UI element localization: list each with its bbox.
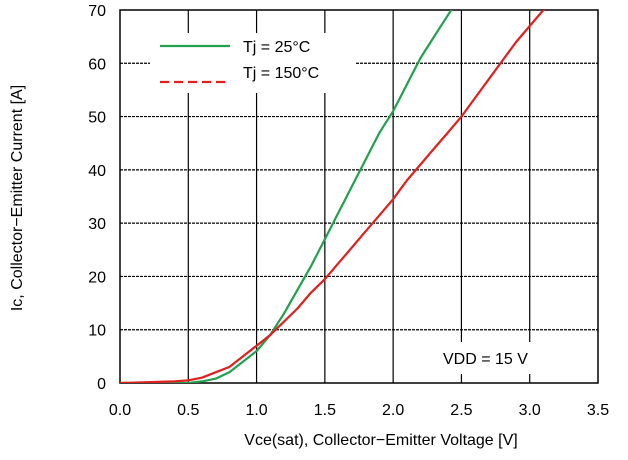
y-tick-label: 10	[88, 323, 106, 340]
y-axis-label: Ic, Collector−Emitter Current [A]	[9, 85, 26, 311]
y-tick-label: 40	[88, 163, 106, 180]
annotation-background	[432, 342, 560, 374]
legend-label-tj25: Tj = 25°C	[243, 39, 310, 56]
y-tick-labels: 0 10 20 30 40 50 60 70	[88, 3, 106, 393]
x-tick-label: 3.0	[519, 402, 541, 419]
legend-label-tj150: Tj = 150°C	[243, 65, 319, 82]
x-tick-label: 2.0	[382, 402, 404, 419]
y-tick-label: 50	[88, 110, 106, 127]
series-line-0	[120, 10, 453, 383]
x-tick-label: 0.5	[177, 402, 199, 419]
y-tick-label: 60	[88, 56, 106, 73]
x-axis-label: Vce(sat), Collector−Emitter Voltage [V]	[244, 432, 517, 449]
x-tick-labels: 0.0 0.5 1.0 1.5 2.0 2.5 3.0 3.5	[109, 402, 609, 419]
y-tick-label: 0	[97, 376, 106, 393]
x-tick-label: 2.5	[450, 402, 472, 419]
plot-frame	[119, 9, 599, 384]
annotation: VDD = 15 V	[432, 342, 560, 374]
legend-background	[150, 33, 355, 93]
legend: Tj = 25°C Tj = 150°C	[150, 33, 355, 93]
x-tick-label: 0.0	[109, 402, 131, 419]
x-tick-label: 1.5	[314, 402, 336, 419]
series-line-1	[120, 10, 546, 383]
y-tick-label: 20	[88, 269, 106, 286]
annotation-text: VDD = 15 V	[443, 351, 528, 368]
series-layer	[120, 10, 546, 383]
x-tick-label: 1.0	[245, 402, 267, 419]
x-tick-label: 3.5	[587, 402, 609, 419]
y-tick-label: 30	[88, 216, 106, 233]
y-tick-label: 70	[88, 3, 106, 20]
